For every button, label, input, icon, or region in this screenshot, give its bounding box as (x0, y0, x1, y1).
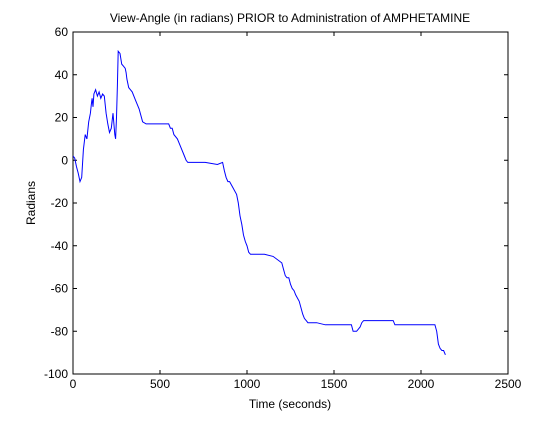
y-tick-label: -100 (44, 367, 68, 381)
x-tick-label: 1000 (234, 377, 261, 391)
chart-title: View-Angle (in radians) PRIOR to Adminis… (110, 11, 470, 25)
tick-labels: 0 500 1000 1500 2000 2500 -100 -80 -60 -40 -20 0 20 4… (44, 25, 522, 391)
x-tick-label: 2000 (408, 377, 435, 391)
plot-area-frame (72, 31, 509, 375)
y-tick-label: 40 (55, 68, 69, 82)
y-tick-label: -80 (51, 324, 69, 338)
y-tick-label: -20 (51, 196, 69, 210)
x-tick-label: 2500 (495, 377, 522, 391)
y-tick-label: 60 (55, 25, 69, 39)
y-tick-label: -40 (51, 239, 69, 253)
x-axis-label: Time (seconds) (249, 397, 331, 411)
x-tick-label: 0 (70, 377, 77, 391)
y-tick-label: 0 (61, 153, 68, 167)
axis-ticks (72, 31, 509, 375)
y-axis-label: Radians (24, 181, 38, 225)
y-tick-label: -60 (51, 282, 69, 296)
x-tick-label: 1500 (321, 377, 348, 391)
series-line (73, 49, 446, 355)
x-tick-label: 500 (150, 377, 170, 391)
y-tick-label: 20 (55, 111, 69, 125)
